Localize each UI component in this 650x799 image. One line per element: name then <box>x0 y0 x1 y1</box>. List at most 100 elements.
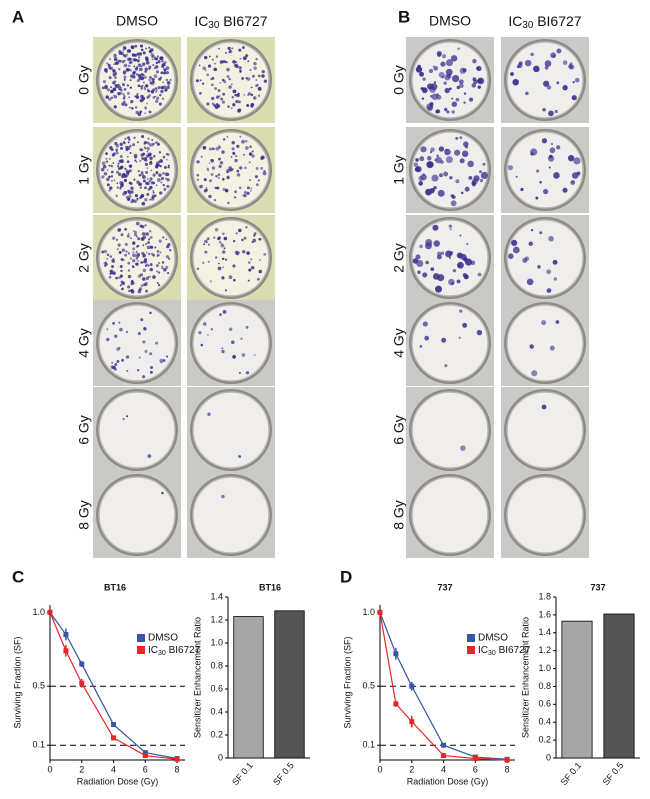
colony <box>144 70 147 73</box>
colony <box>146 102 148 105</box>
marker <box>63 632 69 638</box>
colony <box>138 356 141 359</box>
legend-label: IC30 BI6727 <box>478 645 531 657</box>
bar <box>274 610 305 759</box>
colony <box>202 261 205 264</box>
colony <box>154 141 157 144</box>
colony <box>227 46 231 50</box>
colony <box>154 246 157 248</box>
colony <box>259 88 262 91</box>
colony <box>156 270 159 273</box>
colony <box>261 74 265 78</box>
colony <box>222 232 225 236</box>
colony <box>234 190 237 194</box>
colony <box>137 332 141 336</box>
colony <box>459 83 464 89</box>
column-header: DMSO <box>429 13 471 29</box>
colony <box>150 365 154 369</box>
colony <box>106 328 109 331</box>
colony <box>236 169 240 173</box>
colony <box>247 261 251 264</box>
colony <box>149 263 153 266</box>
colony <box>209 280 212 283</box>
colony <box>141 175 146 179</box>
colony <box>115 238 118 241</box>
colony <box>128 57 132 61</box>
x-tick-label: 0 <box>47 764 52 774</box>
colony <box>146 245 151 250</box>
colony <box>125 145 129 149</box>
colony <box>214 228 219 232</box>
colony <box>102 164 107 169</box>
colony <box>149 275 152 278</box>
colony <box>149 352 153 356</box>
colony <box>541 320 547 326</box>
colony <box>431 174 439 182</box>
colony <box>221 347 224 350</box>
colony <box>219 82 222 84</box>
colony <box>262 171 267 176</box>
colony <box>149 230 152 233</box>
colony <box>108 76 112 80</box>
y-tick-label: 0.8 <box>210 660 223 670</box>
colony <box>445 156 453 164</box>
colony <box>222 60 226 64</box>
series-line <box>49 612 178 760</box>
colony <box>202 82 205 85</box>
colony <box>145 242 148 245</box>
colony <box>530 229 534 232</box>
colony <box>129 79 132 81</box>
colony <box>232 151 236 155</box>
colony <box>433 65 439 71</box>
colony <box>103 172 108 176</box>
colony <box>162 236 165 239</box>
colony <box>219 161 224 165</box>
colony <box>236 173 241 177</box>
legend-label: IC30 BI6727 <box>148 645 201 657</box>
colony <box>432 224 439 231</box>
colony <box>133 233 137 237</box>
colony <box>157 271 161 274</box>
colony <box>162 359 166 363</box>
colony <box>163 267 167 272</box>
colony <box>149 177 153 181</box>
colony <box>211 83 214 87</box>
colony <box>110 164 113 167</box>
colony <box>231 47 234 50</box>
colony <box>113 105 117 109</box>
colony <box>108 275 112 279</box>
colony <box>120 258 124 261</box>
colony <box>244 166 247 170</box>
colony <box>198 331 202 335</box>
colony <box>231 340 235 344</box>
colony <box>145 276 149 281</box>
colony <box>239 49 241 52</box>
colony <box>156 250 160 253</box>
colony <box>138 174 141 177</box>
colony <box>571 172 579 179</box>
colony <box>109 255 113 258</box>
colony <box>247 94 249 97</box>
colony <box>531 370 538 377</box>
colony <box>556 81 560 85</box>
colony <box>226 136 229 138</box>
colony <box>444 148 451 156</box>
colony <box>140 87 143 90</box>
colony <box>203 178 207 182</box>
colony <box>199 79 202 82</box>
colony <box>224 289 228 292</box>
colony <box>135 161 138 163</box>
colony <box>134 230 137 234</box>
y-tick-label: 1.6 <box>538 609 551 619</box>
colony <box>144 112 147 115</box>
colony <box>425 188 432 196</box>
colony <box>106 169 109 171</box>
plate-surface <box>506 41 584 119</box>
colony <box>479 178 484 183</box>
colony <box>211 166 216 170</box>
y-tick-label: 1.4 <box>210 591 223 601</box>
colony <box>202 322 207 326</box>
colony <box>459 309 463 313</box>
colony <box>544 60 552 67</box>
colony <box>149 161 153 164</box>
